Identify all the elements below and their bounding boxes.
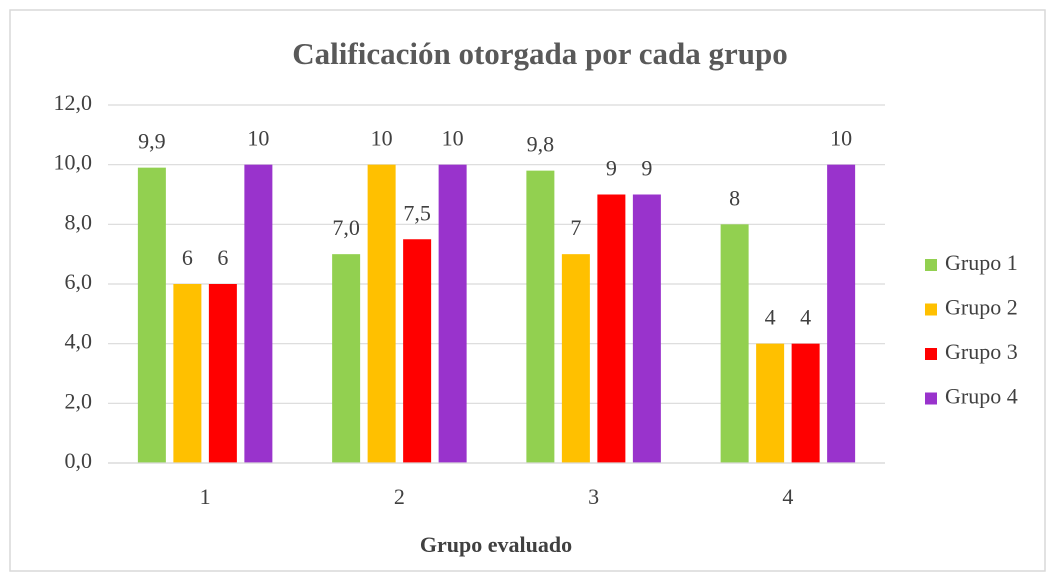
bar: [561, 254, 590, 463]
bar: [332, 254, 361, 463]
x-tick-label: 3: [588, 484, 599, 509]
data-label: 4: [765, 305, 776, 330]
data-label: 6: [182, 245, 193, 270]
bar: [632, 194, 661, 463]
bar: [173, 284, 202, 463]
bar: [526, 170, 555, 463]
bar: [244, 164, 273, 463]
data-label: 10: [830, 126, 852, 151]
bar: [827, 164, 856, 463]
legend-swatch: [925, 392, 937, 405]
data-label: 9: [606, 156, 617, 181]
bar: [438, 164, 467, 463]
data-label: 4: [800, 305, 811, 330]
legend-label: Grupo 4: [945, 384, 1018, 409]
x-tick-label: 2: [394, 484, 405, 509]
y-tick-label: 2,0: [65, 388, 93, 413]
y-tick-label: 12,0: [54, 90, 93, 115]
x-axis-label: Grupo evaluado: [420, 532, 572, 557]
data-label: 7,5: [403, 200, 431, 225]
y-tick-label: 8,0: [65, 209, 93, 234]
chart-title: Calificación otorgada por cada grupo: [292, 36, 787, 71]
legend-swatch: [925, 348, 937, 360]
data-label: 9,8: [527, 132, 555, 157]
legend-label: Grupo 3: [945, 339, 1018, 364]
y-tick-label: 4,0: [65, 329, 93, 354]
legend-swatch: [925, 259, 937, 271]
data-label: 7: [570, 215, 581, 240]
data-label: 10: [371, 126, 393, 151]
legend-label: Grupo 2: [945, 295, 1018, 320]
bar: [756, 343, 785, 463]
bar: [137, 167, 166, 463]
bar: [403, 239, 432, 463]
legend-label: Grupo 1: [945, 250, 1018, 275]
data-label: 10: [247, 126, 269, 151]
data-label: 8: [729, 185, 740, 210]
data-label: 7,0: [332, 215, 360, 240]
legend-swatch: [925, 303, 937, 316]
data-label: 10: [442, 126, 464, 151]
data-label: 6: [217, 245, 228, 270]
bar: [720, 224, 749, 463]
y-tick-label: 0,0: [65, 448, 93, 473]
x-tick-label: 4: [782, 484, 793, 509]
bar: [791, 343, 820, 463]
bar: [208, 284, 237, 463]
bar: [367, 164, 396, 463]
data-label: 9,9: [138, 129, 166, 154]
y-tick-label: 6,0: [65, 269, 93, 294]
bar: [597, 194, 626, 463]
x-tick-label: 1: [200, 484, 211, 509]
y-tick-label: 10,0: [54, 150, 93, 175]
data-label: 9: [641, 156, 652, 181]
